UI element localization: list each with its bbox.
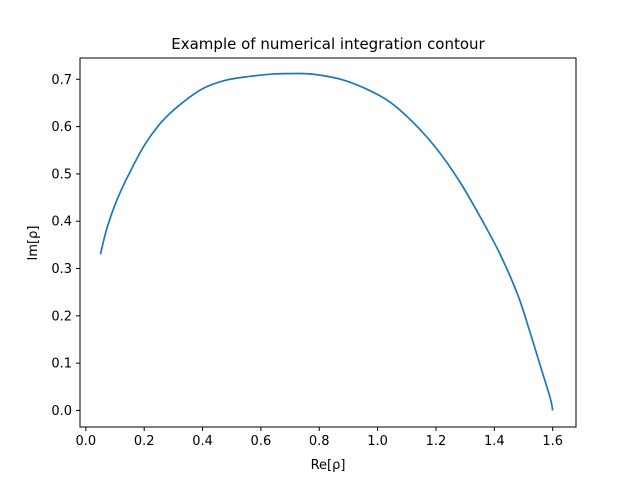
y-axis-label: Im[ρ] xyxy=(26,226,41,261)
x-tick-label: 0.4 xyxy=(192,434,213,449)
plot-area xyxy=(79,57,577,428)
y-axis-ticks: 0.0 0.1 0.2 0.3 0.4 0.5 0.6 0.7 xyxy=(51,73,80,419)
x-tick-label: 0.8 xyxy=(309,434,330,449)
x-tick-label: 0.2 xyxy=(134,434,155,449)
y-tick-label: 0.4 xyxy=(51,215,72,230)
x-axis-label: Re[ρ] xyxy=(311,458,346,473)
x-tick-label: 1.6 xyxy=(542,434,563,449)
series-line xyxy=(99,72,554,411)
chart-title: Example of numerical integration contour xyxy=(171,35,485,53)
y-tick-label: 0.0 xyxy=(51,404,72,419)
y-tick-label: 0.7 xyxy=(51,73,72,88)
x-tick-label: 1.0 xyxy=(367,434,388,449)
y-tick-label: 0.5 xyxy=(51,167,72,182)
x-tick-label: 0.0 xyxy=(75,434,96,449)
y-tick-label: 0.1 xyxy=(51,357,72,372)
x-tick-label: 1.2 xyxy=(426,434,447,449)
x-axis-ticks: 0.0 0.2 0.4 0.6 0.8 1.0 1.2 1.4 1.6 xyxy=(75,427,563,449)
y-tick-label: 0.2 xyxy=(51,309,72,324)
y-tick-label: 0.3 xyxy=(51,262,72,277)
series-group xyxy=(99,72,554,411)
y-tick-label: 0.6 xyxy=(51,120,72,135)
x-tick-label: 1.4 xyxy=(484,434,505,449)
x-tick-label: 0.6 xyxy=(251,434,272,449)
